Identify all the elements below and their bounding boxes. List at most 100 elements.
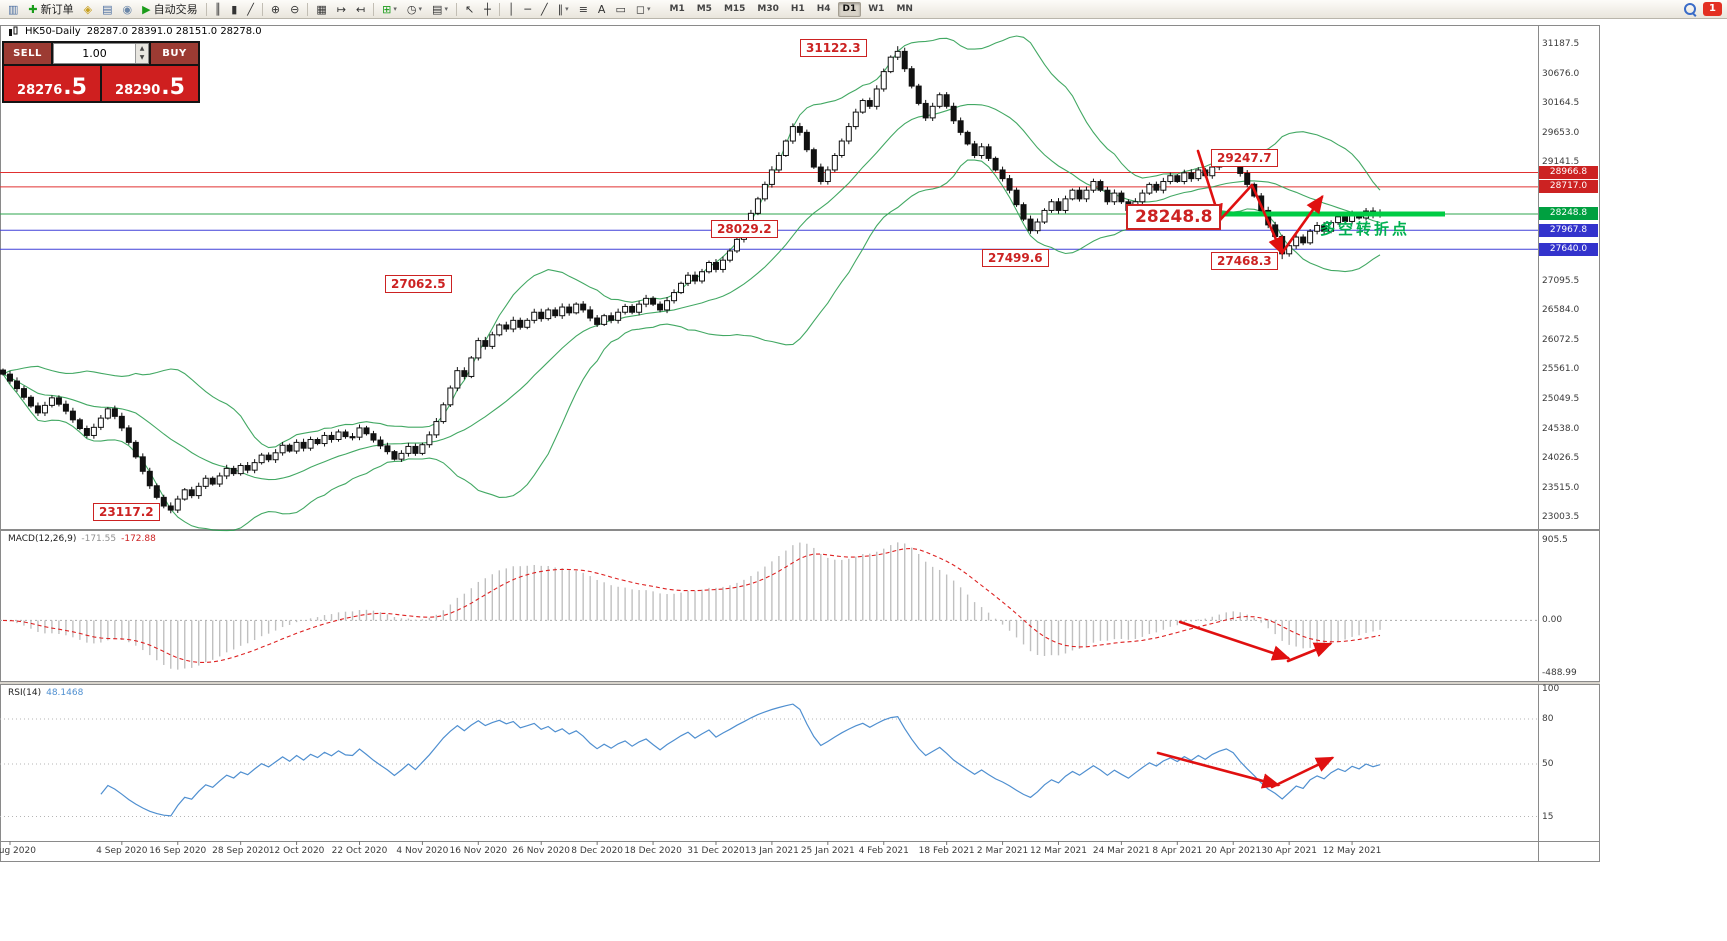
price-callout: 29247.7 xyxy=(1211,149,1278,167)
search-icon[interactable] xyxy=(1683,2,1698,17)
zoom-in-icon[interactable]: ⊕ xyxy=(270,2,281,16)
timeframe-h4[interactable]: H4 xyxy=(816,3,831,14)
price-tag: 28248.8 xyxy=(1539,207,1598,221)
rsi-indicator-label: RSI(14) 48.1468 xyxy=(8,688,83,698)
periods-icon[interactable]: ◷ ▾ xyxy=(406,2,423,16)
timeframe-m15[interactable]: M15 xyxy=(723,3,746,14)
label-icon[interactable]: ▭ xyxy=(615,2,626,16)
timeframe-d1[interactable]: D1 xyxy=(837,1,862,17)
rsi-axis-label: 100 xyxy=(1542,684,1560,694)
macd-axis-max: 905.5 xyxy=(1542,535,1568,545)
channel-icon[interactable]: ∥ ▾ xyxy=(557,2,569,16)
chart-symbol-period: HK50-Daily xyxy=(25,26,81,37)
navigator-icon[interactable]: ◉ xyxy=(122,2,133,16)
price-callout: 23117.2 xyxy=(93,503,160,521)
chart-window: 31187.5 30676.0 30164.5 29653.0 29141.5 27095… xyxy=(0,19,1600,862)
timeframe-mn[interactable]: MN xyxy=(896,3,913,14)
date-axis-label: 12 Mar 2021 xyxy=(1029,846,1088,856)
indicators-icon[interactable]: ⊞ ▾ xyxy=(382,2,397,16)
date-axis-label: 24 Mar 2021 xyxy=(1092,846,1150,856)
date-axis-label: 26 Nov 2020 xyxy=(512,846,571,856)
pane-splitter[interactable] xyxy=(0,681,1600,685)
chart-ohlc-values: 28287.0 28391.0 28151.0 28278.0 xyxy=(86,26,262,37)
price-callout: 27468.3 xyxy=(1211,252,1278,270)
chart-title-bar: HK50-Daily 28287.0 28391.0 28151.0 28278… xyxy=(8,26,262,37)
date-axis-label: 30 Apr 2021 xyxy=(1261,846,1317,856)
price-callout: 27062.5 xyxy=(385,275,452,293)
cursor-icon[interactable]: ↖ xyxy=(464,2,475,16)
tile-windows-icon[interactable]: ▦ xyxy=(316,2,327,16)
rsi-axis-label: 50 xyxy=(1542,759,1554,769)
chart-shift-icon[interactable]: ↤ xyxy=(355,2,366,16)
templates-icon[interactable]: ▤ ▾ xyxy=(432,2,448,16)
toolbar-separator xyxy=(261,2,263,16)
price-axis-label: 30676.0 xyxy=(1542,68,1580,79)
volume-up-arrow[interactable]: ▲ xyxy=(136,44,148,54)
new-chart-icon[interactable]: ▥ xyxy=(8,2,19,16)
price-tag: 28966.8 xyxy=(1539,165,1598,179)
price-axis-label: 24026.5 xyxy=(1542,453,1580,464)
date-axis-label: 2 Mar 2021 xyxy=(976,846,1029,856)
volume-down-arrow[interactable]: ▼ xyxy=(136,53,148,63)
zoom-out-icon[interactable]: ⊖ xyxy=(290,2,300,16)
price-tag: 28717.0 xyxy=(1539,180,1598,194)
date-axis-label: 4 Sep 2020 xyxy=(96,846,148,856)
rsi-axis-label: 15 xyxy=(1542,811,1554,822)
chart-overlay: 31187.5 30676.0 30164.5 29653.0 29141.5 27095… xyxy=(0,19,1600,862)
price-chart-canvas[interactable] xyxy=(0,19,1600,862)
date-axis-label: 20 Apr 2021 xyxy=(1205,846,1262,856)
price-axis-label: 30164.5 xyxy=(1542,98,1580,109)
timeframe-m5[interactable]: M5 xyxy=(696,3,712,14)
bar-chart-icon[interactable]: ║ xyxy=(214,2,222,16)
date-axis-label: 18 Dec 2020 xyxy=(624,846,682,856)
shapes-icon[interactable]: ◻ ▾ xyxy=(635,2,651,16)
auto-trading-button[interactable]: ▶ 自动交易 xyxy=(142,2,198,16)
horizontal-line-icon[interactable]: ─ xyxy=(524,2,532,16)
date-axis-label: 16 Sep 2020 xyxy=(149,846,207,856)
market-watch-icon[interactable]: ▤ xyxy=(102,2,113,16)
toolbar: ▥ ✚ 新订单 ◈ ▤ ◉ ▶ 自动交易 ║ ▮ ╱ ⊕ ⊖ ▦ ↦ ↤ ⊞ ▾ ◷ ▾ ▤ ▾ ↖ ┼ │ ─ ╱ ∥ ▾ ≡ A ▭ ◻ ▾ … xyxy=(0,0,1727,19)
sell-button[interactable]: SELL xyxy=(4,43,51,64)
date-axis-label: 18 Feb 2021 xyxy=(918,846,975,856)
toolbar-separator xyxy=(205,2,207,16)
crosshair-icon[interactable]: ┼ xyxy=(484,2,491,16)
timeframe-w1[interactable]: W1 xyxy=(868,3,885,14)
price-callout: 31122.3 xyxy=(800,39,867,57)
text-icon[interactable]: A xyxy=(597,2,606,16)
new-order-button[interactable]: ✚ 新订单 xyxy=(28,2,74,16)
buy-button[interactable]: BUY xyxy=(151,43,198,64)
toolbar-separator xyxy=(455,2,457,16)
date-axis-label: 5 Aug 2020 xyxy=(0,846,36,856)
rsi-value: 48.1468 xyxy=(46,688,84,698)
volume-spinner[interactable]: 1.00 ▲ ▼ xyxy=(53,43,149,64)
date-axis-label: 4 Feb 2021 xyxy=(858,846,909,856)
buy-price[interactable]: 28290.5 xyxy=(102,66,198,101)
date-axis-label: 4 Nov 2020 xyxy=(396,846,449,856)
timeframe-m1[interactable]: M1 xyxy=(669,3,685,14)
price-axis-label: 26584.0 xyxy=(1542,305,1580,316)
volume-value[interactable]: 1.00 xyxy=(82,47,107,60)
date-axis-label: 12 Oct 2020 xyxy=(268,846,325,856)
toolbar-button-group: ▥ ✚ 新订单 ◈ ▤ ◉ ▶ 自动交易 ║ ▮ ╱ ⊕ ⊖ ▦ ↦ ↤ ⊞ ▾ ◷ ▾ ▤ ▾ ↖ ┼ │ ─ ╱ ∥ ▾ ≡ A ▭ ◻ ▾ xyxy=(3,1,656,18)
chart-profile-icon[interactable]: ◈ xyxy=(83,2,93,16)
toolbar-separator xyxy=(373,2,375,16)
timeframe-h1[interactable]: H1 xyxy=(790,3,805,14)
auto-scroll-icon[interactable]: ↦ xyxy=(336,2,346,16)
line-chart-icon[interactable]: ╱ xyxy=(247,2,254,16)
buy-price-pip: .5 xyxy=(161,75,185,101)
date-axis-label: 13 Jan 2021 xyxy=(744,846,799,856)
sell-price[interactable]: 28276.5 xyxy=(4,66,100,101)
date-axis-label: 31 Dec 2020 xyxy=(687,846,745,856)
macd-name: MACD(12,26,9) xyxy=(8,534,77,544)
fibonacci-icon[interactable]: ≡ xyxy=(578,2,588,16)
timeframe-m30[interactable]: M30 xyxy=(757,3,779,14)
macd-signal-value: -172.88 xyxy=(121,534,156,544)
date-axis-label: 12 May 2021 xyxy=(1322,846,1382,856)
vertical-line-icon[interactable]: │ xyxy=(507,2,515,16)
pane-splitter[interactable] xyxy=(0,529,1600,531)
trendline-icon[interactable]: ╱ xyxy=(541,2,548,16)
candlestick-chart-icon[interactable]: ▮ xyxy=(231,2,238,16)
price-axis-label: 26072.5 xyxy=(1542,334,1580,345)
notification-badge[interactable]: 1 xyxy=(1703,2,1722,16)
